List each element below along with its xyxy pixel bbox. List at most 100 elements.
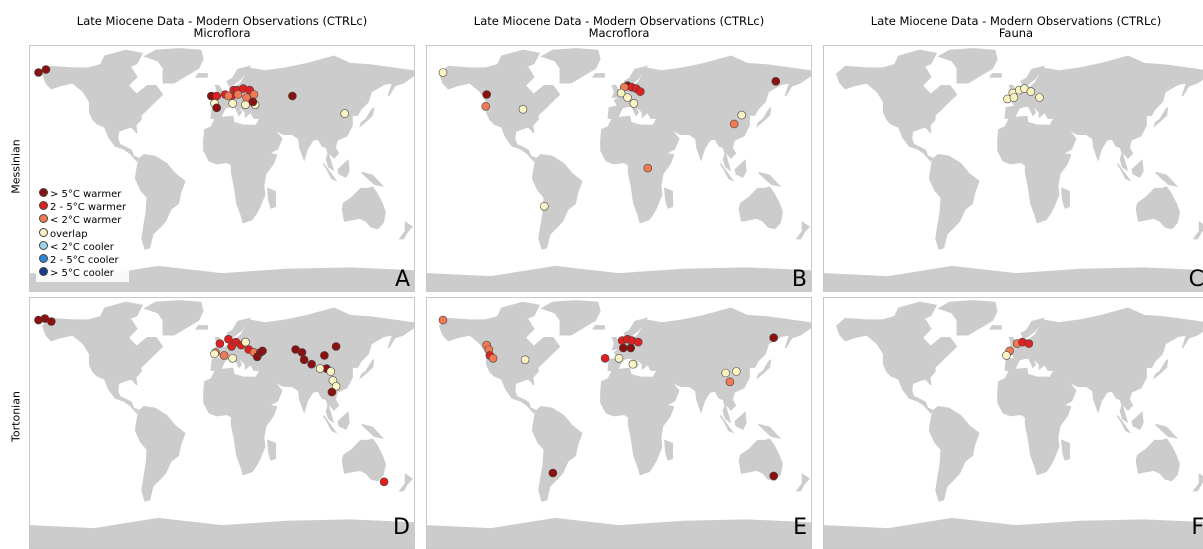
land-mass — [134, 406, 186, 502]
site-marker — [636, 87, 645, 96]
land-mass — [495, 301, 541, 321]
map-panel-c: C — [823, 45, 1203, 292]
site-marker — [1026, 87, 1036, 96]
panel-letter: F — [1191, 515, 1203, 540]
site-marker — [769, 471, 779, 481]
world-map — [824, 300, 1203, 548]
land-mass — [427, 517, 811, 548]
land-mass — [1153, 107, 1169, 128]
land-mass — [98, 301, 144, 321]
world-map — [427, 48, 811, 291]
land-mass — [540, 300, 601, 336]
land-mass — [835, 314, 958, 415]
site-marker — [626, 343, 635, 353]
site-marker — [248, 97, 258, 107]
land-mass — [758, 423, 782, 439]
legend-item: < 2°C cooler — [39, 240, 126, 254]
land-mass — [540, 48, 601, 84]
site-marker — [46, 317, 56, 326]
legend-label: > 5°C cooler — [50, 268, 114, 280]
site-marker — [224, 91, 233, 101]
legend-item: 2 - 5°C cooler — [39, 254, 126, 267]
land-mass — [824, 265, 1203, 291]
site-marker — [1009, 93, 1019, 102]
site-marker — [315, 364, 325, 373]
legend-label: < 2°C cooler — [50, 241, 114, 253]
land-mass — [795, 473, 811, 492]
land-mass — [1131, 159, 1144, 178]
legend-swatch — [39, 267, 48, 277]
legend-swatch — [39, 227, 48, 237]
column-title-text: Late Miocene Data - Modern Observations … — [76, 14, 368, 28]
site-marker — [721, 368, 731, 378]
legend-swatch — [39, 214, 48, 224]
column-subtitle-text: Macroflora — [588, 26, 650, 40]
site-marker — [633, 337, 643, 347]
land-mass — [795, 221, 811, 240]
land-mass — [835, 62, 958, 163]
site-marker — [331, 342, 341, 351]
land-mass — [1116, 163, 1132, 182]
site-marker — [340, 109, 350, 118]
land-mass — [756, 359, 772, 380]
site-marker — [297, 348, 307, 357]
land-mass — [531, 154, 583, 250]
site-marker — [249, 90, 259, 99]
map-panel-e: E — [426, 297, 812, 549]
land-mass — [438, 62, 561, 163]
land-mass — [928, 154, 980, 250]
column-subtitle-text: Fauna — [998, 26, 1034, 40]
legend: > 5°C warmer 2 - 5°C warmer < 2°C warmer… — [36, 186, 130, 283]
panel-letter: C — [1188, 267, 1203, 292]
legend-swatch — [39, 188, 48, 197]
legend-label: 2 - 5°C cooler — [50, 255, 119, 267]
site-marker — [643, 163, 653, 173]
land-mass — [341, 186, 386, 230]
site-marker — [299, 355, 309, 365]
site-marker — [628, 359, 638, 369]
land-mass — [361, 171, 385, 187]
site-marker — [327, 387, 337, 397]
column-title-text: Late Miocene Data - Modern Observations … — [473, 14, 765, 28]
site-marker — [1035, 93, 1044, 102]
row-label-tortonian: Tortonian — [9, 391, 23, 442]
land-mass — [734, 159, 747, 178]
land-mass — [937, 48, 998, 84]
land-mass — [719, 415, 735, 434]
legend-item: > 5°C warmer — [39, 188, 126, 201]
land-mass — [1192, 473, 1203, 492]
land-mass — [30, 517, 414, 548]
land-mass — [734, 411, 747, 430]
site-marker — [771, 76, 781, 86]
land-mass — [738, 186, 783, 230]
land-mass — [607, 55, 811, 172]
map-panel-b: B — [426, 45, 812, 292]
site-marker — [258, 346, 267, 356]
panel-letter: A — [394, 267, 410, 292]
land-mass — [1192, 221, 1203, 240]
land-mass — [997, 115, 1072, 224]
land-mass — [359, 359, 375, 380]
site-marker — [623, 93, 632, 102]
site-marker — [1002, 351, 1011, 360]
site-marker — [331, 381, 341, 391]
land-mass — [1061, 187, 1071, 209]
site-marker — [482, 90, 492, 99]
land-mass — [194, 325, 208, 330]
map-panel-f: F — [823, 297, 1203, 549]
site-marker — [629, 99, 639, 108]
site-marker — [438, 68, 448, 77]
land-mass — [134, 154, 186, 250]
land-mass — [427, 265, 811, 291]
land-mass — [398, 221, 414, 240]
land-mass — [341, 438, 386, 482]
land-mass — [591, 325, 605, 330]
land-mass — [98, 49, 144, 69]
site-marker — [518, 104, 528, 114]
land-mass — [337, 159, 350, 178]
legend-swatch — [39, 201, 48, 211]
land-mass — [322, 415, 338, 434]
land-mass — [928, 406, 980, 502]
land-mass — [591, 73, 605, 78]
site-marker — [379, 477, 389, 487]
